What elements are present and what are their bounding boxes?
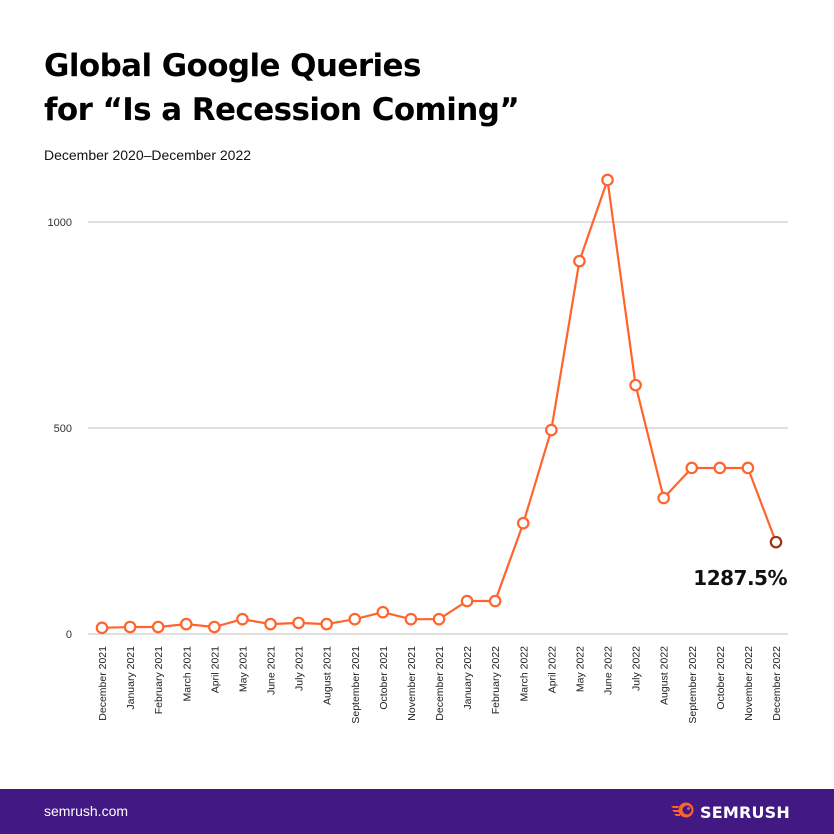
footer-bar: semrush.com SEMRUSH [0, 789, 834, 834]
data-point [376, 605, 390, 619]
data-point [545, 423, 558, 437]
data-point [179, 617, 193, 631]
x-tick-label: October 2021 [378, 646, 390, 710]
data-point [264, 617, 277, 631]
x-tick-label: April 2022 [546, 646, 558, 693]
chart-subtitle: December 2020–December 2022 [44, 147, 252, 163]
gridlines [88, 221, 788, 635]
series-line [101, 178, 778, 629]
x-tick-label: September 2022 [687, 646, 699, 724]
data-point [657, 491, 670, 505]
x-tick-label: February 2021 [153, 646, 165, 714]
series-points [95, 173, 783, 635]
data-point-last [769, 535, 783, 549]
data-point [629, 378, 642, 392]
line-chart: 0 500 1000 December 2021 January 2021 Februa… [48, 173, 788, 724]
chart-title-line-2: for “Is a Recession Coming” [44, 92, 520, 128]
annotations: 1287.5% [693, 566, 788, 590]
data-point [208, 620, 221, 634]
chart-title: Global Google Queries for “Is a Recessio… [44, 44, 520, 132]
brand-name: SEMRUSH [699, 803, 790, 822]
x-tick-label: December 2021 [97, 646, 109, 721]
x-tick-label: July 2022 [631, 646, 643, 691]
x-tick-label: March 2021 [181, 646, 193, 702]
data-point [713, 461, 727, 475]
x-axis-ticks: December 2021 January 2021 February 2021 Ma… [97, 646, 783, 724]
y-tick-label: 1000 [48, 217, 72, 229]
data-point [236, 612, 249, 626]
data-point [95, 621, 109, 635]
data-point [320, 617, 333, 631]
x-tick-label: October 2022 [715, 646, 727, 710]
data-point [348, 612, 362, 626]
x-tick-label: November 2022 [743, 646, 755, 721]
data-point [601, 173, 614, 187]
x-tick-label: July 2021 [294, 646, 306, 691]
data-point [516, 516, 530, 530]
x-tick-label: August 2022 [659, 646, 671, 705]
data-point [151, 620, 165, 634]
x-tick-label: November 2021 [406, 646, 418, 721]
x-tick-label: September 2021 [350, 646, 362, 724]
x-tick-label: May 2021 [237, 646, 249, 692]
data-point [460, 594, 474, 608]
data-point [123, 620, 137, 634]
x-tick-label: December 2022 [771, 646, 783, 721]
data-point [488, 594, 502, 608]
footer-url[interactable]: semrush.com [44, 803, 129, 819]
y-axis-ticks: 0 500 1000 [48, 217, 72, 641]
series-line-queries [101, 178, 778, 629]
data-point [404, 612, 418, 626]
data-point [685, 461, 699, 475]
x-tick-label: August 2021 [322, 646, 334, 705]
y-tick-label: 500 [54, 423, 72, 435]
x-tick-label: April 2021 [209, 646, 221, 693]
data-point [573, 254, 586, 268]
data-point [741, 461, 755, 475]
x-tick-label: January 2022 [462, 646, 474, 710]
data-point [292, 616, 305, 630]
semrush-fireball-icon [670, 801, 696, 824]
x-tick-label: June 2021 [266, 646, 278, 695]
x-tick-label: June 2022 [603, 646, 615, 695]
data-point [432, 612, 446, 626]
chart-title-line-1: Global Google Queries [44, 48, 421, 84]
x-tick-label: December 2021 [434, 646, 446, 721]
y-tick-label: 0 [66, 629, 72, 641]
x-tick-label: January 2021 [125, 646, 137, 710]
annotation-label: 1287.5% [693, 566, 787, 590]
brand-logo: SEMRUSH [670, 801, 790, 824]
x-tick-label: May 2022 [574, 646, 586, 692]
x-tick-label: March 2022 [518, 646, 530, 702]
x-tick-label: February 2022 [490, 646, 502, 714]
